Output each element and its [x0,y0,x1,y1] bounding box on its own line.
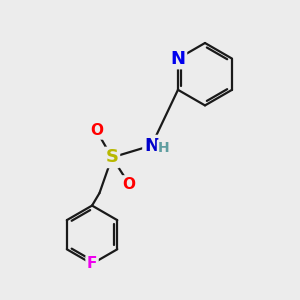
Text: O: O [123,177,136,192]
Text: N: N [144,136,159,154]
Text: F: F [87,256,97,271]
Text: N: N [170,50,185,68]
Text: O: O [90,123,103,138]
Text: S: S [106,148,118,166]
Text: H: H [158,141,170,155]
